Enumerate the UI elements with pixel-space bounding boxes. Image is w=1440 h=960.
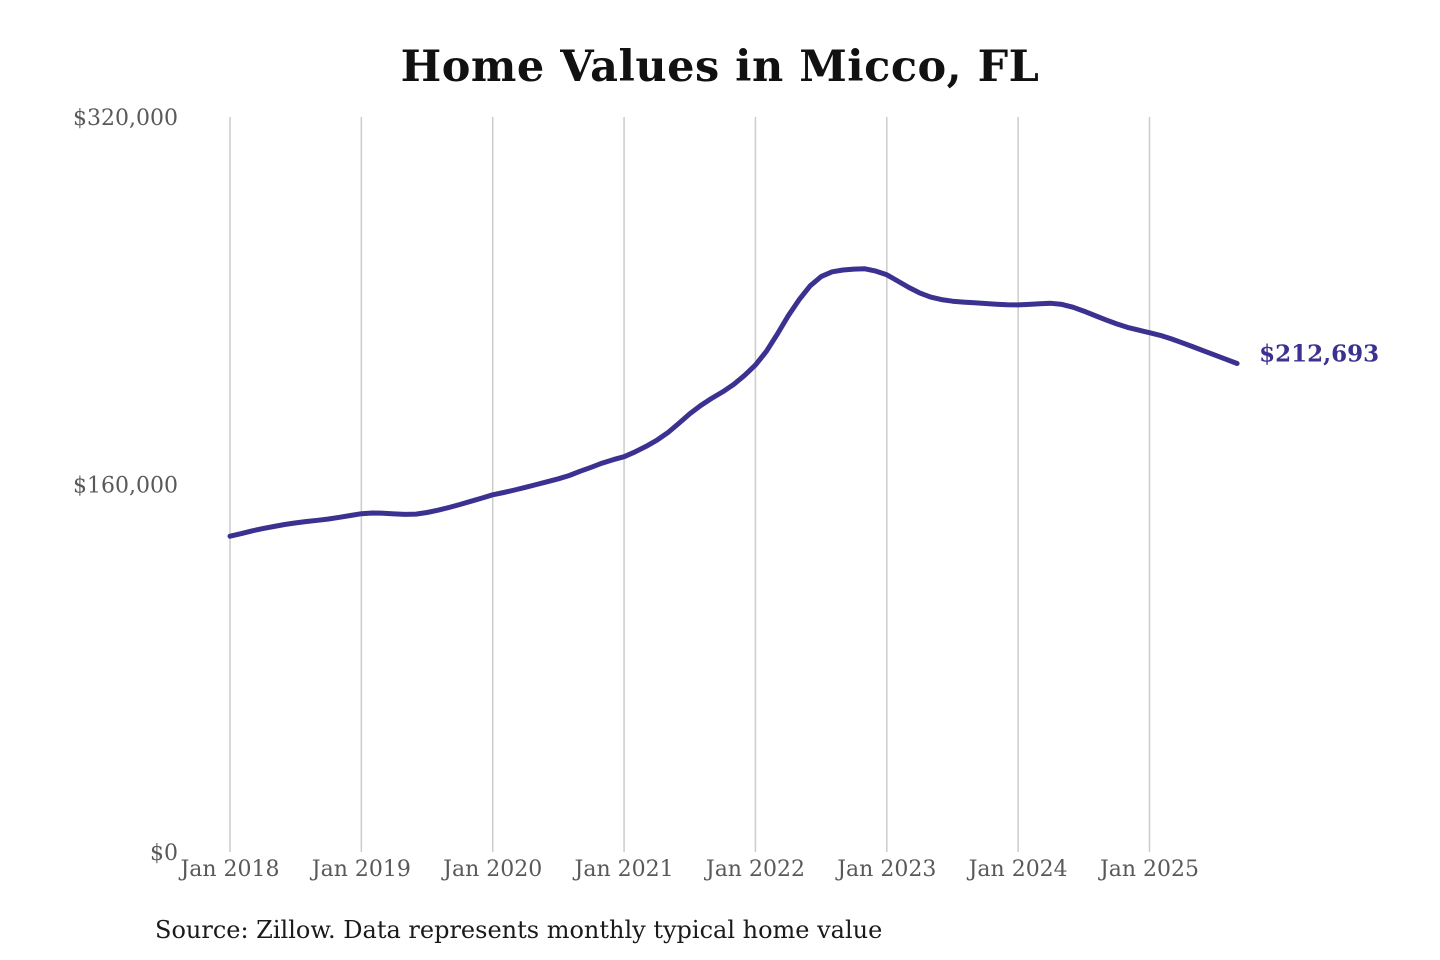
y-tick-label: $160,000 xyxy=(73,474,178,499)
y-tick-label: $320,000 xyxy=(73,106,178,131)
source-note: Source: Zillow. Data represents monthly … xyxy=(155,916,883,944)
home-value-line xyxy=(227,266,1240,539)
y-tick-label: $0 xyxy=(150,841,178,866)
x-tick-label: Jan 2022 xyxy=(704,857,805,882)
x-tick-label: Jan 2021 xyxy=(573,857,674,882)
latest-value-label: $212,693 xyxy=(1259,340,1379,367)
x-tick-label: Jan 2018 xyxy=(178,857,279,882)
x-tick-label: Jan 2024 xyxy=(967,857,1068,882)
x-tick-label: Jan 2023 xyxy=(835,857,936,882)
chart-title: Home Values in Micco, FL xyxy=(400,42,1040,92)
x-tick-label: Jan 2025 xyxy=(1098,857,1199,882)
x-tick-label: Jan 2020 xyxy=(441,857,542,882)
x-tick-label: Jan 2019 xyxy=(310,857,411,882)
